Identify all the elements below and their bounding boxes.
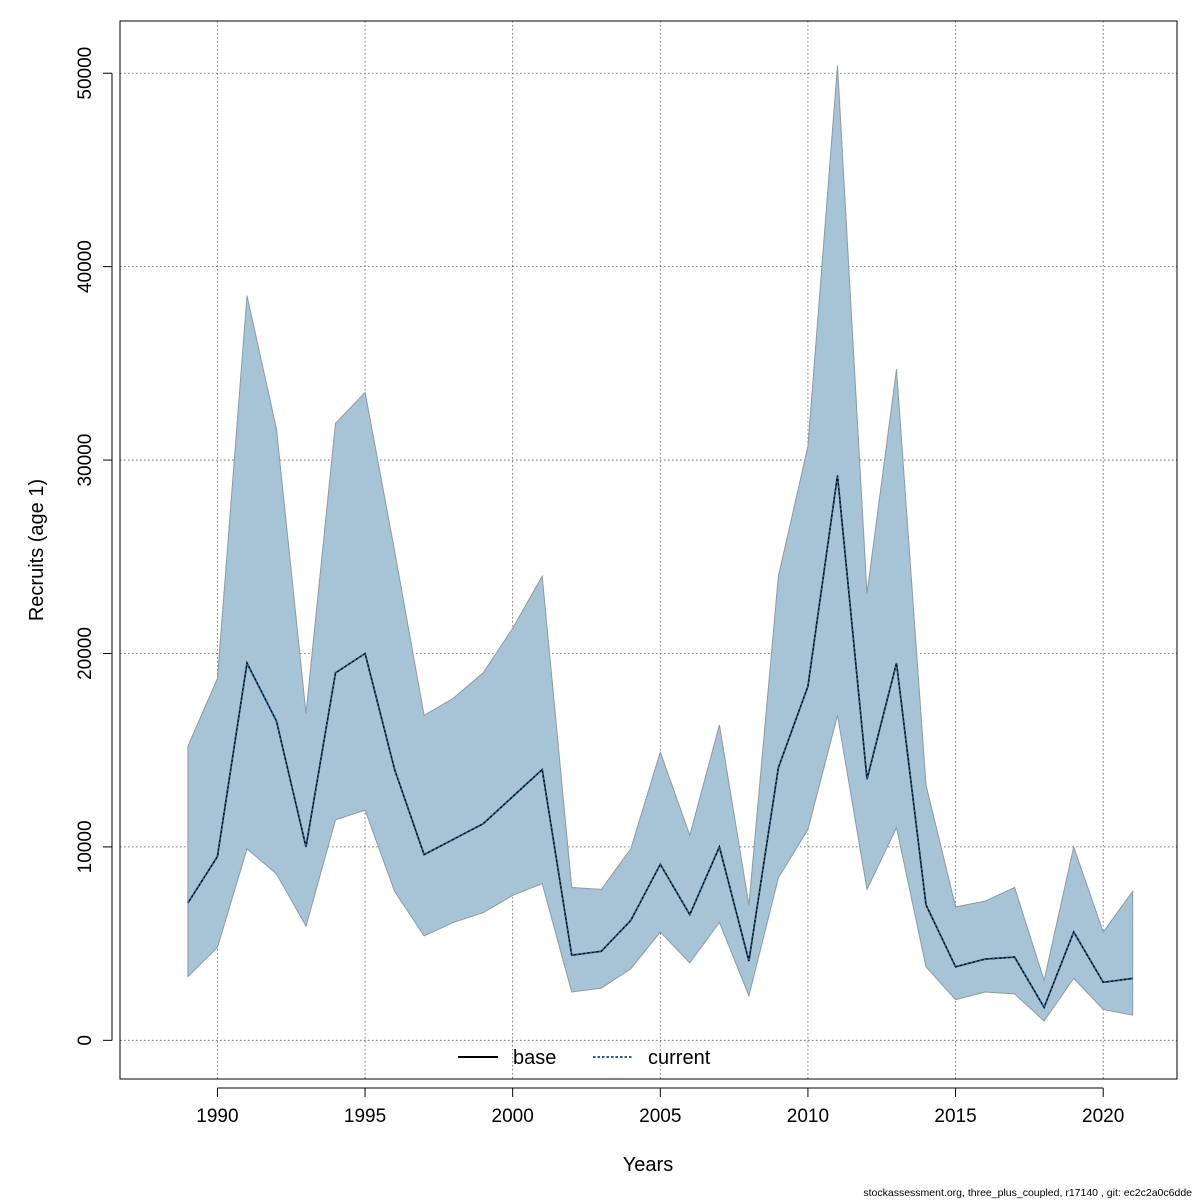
y-tick-label: 40000 bbox=[75, 240, 96, 293]
x-tick-label: 2020 bbox=[1082, 1106, 1124, 1127]
x-tick-label: 1995 bbox=[344, 1106, 386, 1127]
x-axis-title: Years bbox=[623, 1154, 673, 1176]
y-tick-label: 0 bbox=[75, 1035, 96, 1046]
x-axis: 1990 1995 2000 2005 2010 2015 2020 bbox=[196, 1087, 1124, 1127]
confidence-band bbox=[187, 65, 1134, 1022]
y-axis-title: Recruits (age 1) bbox=[26, 479, 48, 621]
plot-frame bbox=[119, 20, 1178, 1080]
y-tick-label: 20000 bbox=[75, 627, 96, 680]
legend-label-current: current bbox=[648, 1047, 711, 1069]
y-tick-label: 10000 bbox=[75, 820, 96, 873]
series-line-current bbox=[187, 475, 1133, 1010]
x-tick-label: 2005 bbox=[639, 1106, 681, 1127]
legend: base current bbox=[458, 1047, 711, 1069]
x-tick-label: 2015 bbox=[934, 1106, 976, 1127]
x-tick-label: 2000 bbox=[492, 1106, 534, 1127]
x-tick-label: 1990 bbox=[196, 1106, 238, 1127]
footer-note: stockassessment.org, three_plus_coupled,… bbox=[863, 1187, 1192, 1199]
y-axis: 0 10000 20000 30000 40000 50000 bbox=[75, 47, 113, 1046]
x-tick-label: 2010 bbox=[787, 1106, 829, 1127]
legend-label-base: base bbox=[513, 1047, 556, 1069]
y-tick-label: 30000 bbox=[75, 434, 96, 487]
y-tick-label: 50000 bbox=[75, 47, 96, 100]
